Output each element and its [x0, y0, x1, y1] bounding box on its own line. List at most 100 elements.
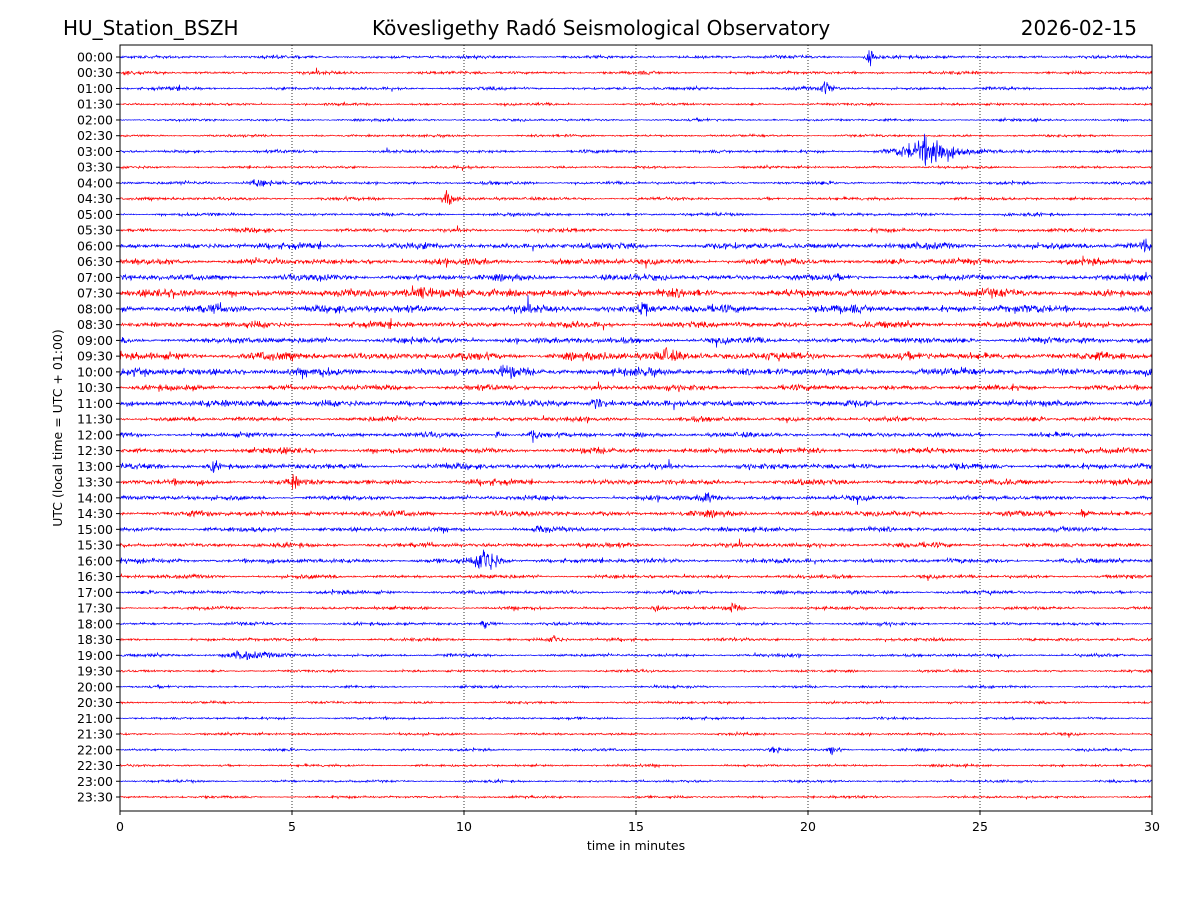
- y-tick-label: 09:00: [77, 333, 113, 348]
- trace-0130: [119, 101, 1153, 107]
- trace-1900: [119, 650, 1153, 661]
- y-tick-label: 18:30: [77, 632, 113, 647]
- trace-0200: [119, 116, 1153, 123]
- y-tick-label: 03:00: [77, 144, 113, 159]
- y-tick-label: 06:00: [77, 238, 113, 253]
- y-tick-label: 08:00: [77, 301, 113, 316]
- y-tick-label: 10:30: [77, 380, 113, 395]
- y-tick-label: 08:30: [77, 317, 113, 332]
- y-tick-label: 14:30: [77, 506, 113, 521]
- y-tick-label: 23:00: [77, 774, 113, 789]
- trace-2130: [119, 730, 1153, 738]
- trace-1500: [119, 525, 1153, 534]
- y-tick-label: 01:30: [77, 97, 113, 112]
- y-tick-label: 07:30: [77, 286, 113, 301]
- trace-0500: [119, 211, 1153, 218]
- trace-1430: [119, 508, 1153, 519]
- trace-1530: [119, 538, 1153, 550]
- trace-1630: [119, 572, 1153, 582]
- trace-2030: [119, 699, 1153, 706]
- trace-0600: [119, 238, 1153, 253]
- trace-0100: [119, 81, 1153, 95]
- trace-1330: [119, 473, 1153, 490]
- trace-1200: [119, 430, 1153, 443]
- y-tick-label: 04:30: [77, 191, 113, 206]
- y-tick-label: 23:30: [77, 790, 113, 805]
- y-tick-label: 06:30: [77, 254, 113, 269]
- y-tick-label: 02:30: [77, 128, 113, 143]
- y-tick-label: 17:00: [77, 585, 113, 600]
- x-axis-label: time in minutes: [587, 838, 685, 853]
- trace-1400: [119, 492, 1153, 505]
- trace-0030: [119, 67, 1153, 76]
- y-axis-label: UTC (local time = UTC + 01:00): [50, 329, 65, 527]
- y-tick-label: 00:00: [77, 50, 113, 65]
- trace-1230: [119, 446, 1153, 455]
- x-tick-label: 25: [972, 819, 988, 834]
- y-tick-label: 16:00: [77, 553, 113, 568]
- x-tick-label: 5: [288, 819, 296, 834]
- y-tick-label: 19:00: [77, 648, 113, 663]
- trace-0430: [119, 189, 1153, 205]
- y-tick-label: 03:30: [77, 160, 113, 175]
- y-tick-label: 16:30: [77, 569, 113, 584]
- trace-1800: [119, 620, 1153, 629]
- trace-2300: [119, 778, 1153, 785]
- trace-0330: [119, 164, 1153, 171]
- y-tick-label: 05:00: [77, 207, 113, 222]
- trace-1700: [119, 589, 1153, 597]
- y-tick-label: 00:30: [77, 65, 113, 80]
- trace-1000: [119, 364, 1153, 380]
- trace-0830: [119, 318, 1153, 331]
- y-tick-label: 18:00: [77, 616, 113, 631]
- trace-0800: [119, 295, 1153, 317]
- x-tick-label: 10: [456, 819, 472, 834]
- trace-1930: [119, 668, 1153, 674]
- y-tick-label: 20:30: [77, 695, 113, 710]
- y-tick-label: 14:00: [77, 490, 113, 505]
- y-tick-label: 22:00: [77, 742, 113, 757]
- y-tick-label: 17:30: [77, 601, 113, 616]
- y-tick-label: 13:00: [77, 459, 113, 474]
- x-tick-label: 15: [628, 819, 644, 834]
- y-tick-label: 11:00: [77, 396, 113, 411]
- x-tick-label: 30: [1144, 819, 1160, 834]
- x-tick-label: 20: [800, 819, 816, 834]
- trace-2330: [119, 794, 1153, 800]
- trace-2200: [119, 746, 1153, 756]
- trace-1830: [119, 635, 1153, 643]
- y-tick-label: 12:00: [77, 427, 113, 442]
- y-tick-label: 15:30: [77, 538, 113, 553]
- trace-0230: [119, 133, 1153, 139]
- trace-0000: [120, 50, 1153, 67]
- y-tick-label: 12:30: [77, 443, 113, 458]
- station-label: HU_Station_BSZH: [63, 16, 239, 40]
- y-tick-label: 15:00: [77, 522, 113, 537]
- chart-title: Kövesligethy Radó Seismological Observat…: [372, 16, 831, 40]
- trace-0700: [119, 271, 1153, 282]
- trace-0900: [119, 335, 1153, 348]
- trace-1130: [119, 415, 1153, 424]
- y-tick-label: 05:30: [77, 223, 113, 238]
- y-tick-label: 07:00: [77, 270, 113, 285]
- trace-0930: [119, 347, 1153, 362]
- trace-0530: [119, 225, 1153, 235]
- y-tick-label: 09:30: [77, 349, 113, 364]
- y-tick-label: 20:00: [77, 679, 113, 694]
- trace-0730: [119, 285, 1153, 299]
- y-tick-label: 19:30: [77, 664, 113, 679]
- y-tick-label: 21:30: [77, 727, 113, 742]
- trace-1300: [119, 459, 1153, 473]
- trace-0630: [119, 255, 1153, 269]
- trace-1030: [119, 381, 1153, 393]
- date-label: 2026-02-15: [1020, 16, 1137, 40]
- y-tick-label: 21:00: [77, 711, 113, 726]
- trace-2100: [119, 715, 1153, 722]
- trace-0300: [119, 133, 1153, 166]
- trace-2230: [119, 762, 1153, 769]
- y-tick-label: 13:30: [77, 475, 113, 490]
- trace-2000: [119, 683, 1153, 690]
- trace-1600: [119, 549, 1153, 570]
- y-tick-label: 02:00: [77, 112, 113, 127]
